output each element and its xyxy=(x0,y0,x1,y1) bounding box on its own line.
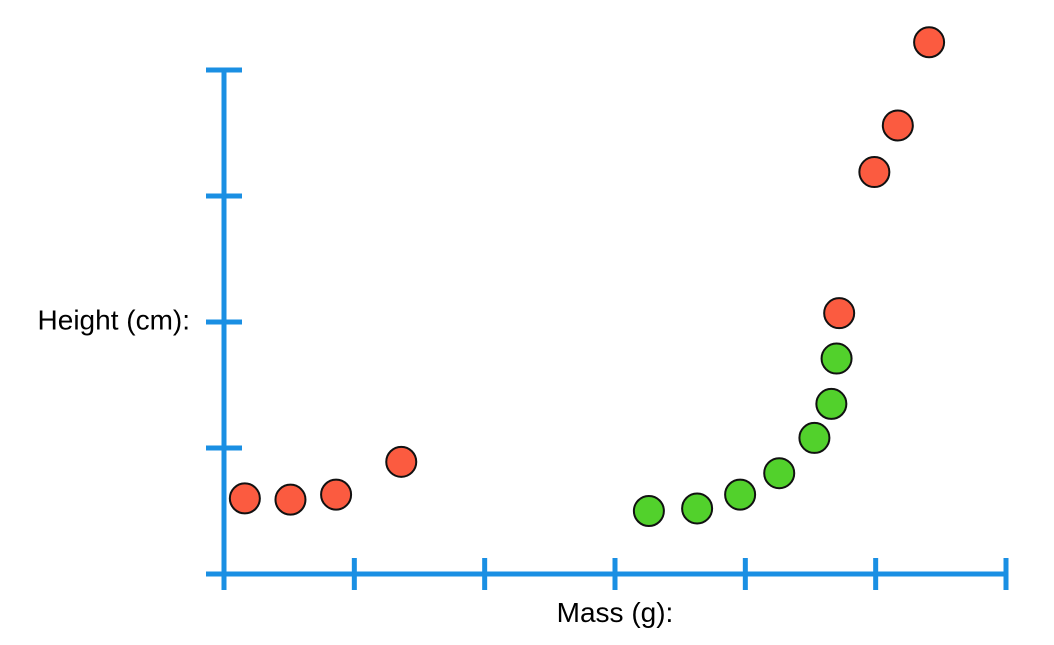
data-point-red xyxy=(823,297,856,330)
data-point-red xyxy=(881,109,914,142)
data-point-green xyxy=(632,495,665,527)
data-point-red xyxy=(858,156,891,189)
axes xyxy=(206,67,1009,590)
data-points xyxy=(228,26,946,527)
y-axis-label: Height (cm): xyxy=(38,304,190,335)
data-point-red xyxy=(913,26,946,59)
x-axis-label: Mass (g): xyxy=(557,597,674,628)
data-point-red xyxy=(385,445,418,478)
data-point-red xyxy=(274,483,307,516)
data-point-green xyxy=(763,457,796,490)
data-point-green xyxy=(820,342,853,375)
data-point-red xyxy=(320,478,353,511)
data-point-green xyxy=(681,492,714,525)
data-point-red xyxy=(228,482,261,515)
data-point-green xyxy=(798,421,831,454)
data-point-green xyxy=(724,478,757,511)
data-point-green xyxy=(815,387,848,420)
